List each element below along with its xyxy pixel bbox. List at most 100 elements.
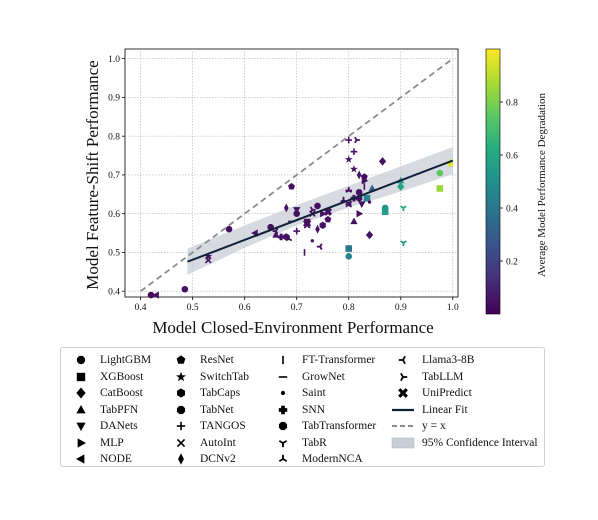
legend-label: TabLLM bbox=[422, 370, 464, 383]
data-point-lightgbm bbox=[147, 291, 155, 299]
legend-column-1: LightGBM XGBoost CatBoost TabPFN DANets MLP NO… bbox=[69, 352, 151, 468]
legend-item: CatBoost bbox=[69, 385, 151, 402]
x-tick-label: 0.6 bbox=[239, 303, 251, 313]
legend-marker-icon bbox=[280, 391, 286, 396]
data-point-lightgbm bbox=[345, 253, 353, 260]
legend: LightGBM XGBoost CatBoost TabPFN DANets MLP NO… bbox=[60, 347, 545, 467]
y-tick-label: 1.0 bbox=[108, 55, 120, 65]
data-point-tabcaps bbox=[319, 221, 326, 229]
legend-marker-icon bbox=[178, 453, 184, 465]
legend-marker-icon bbox=[176, 422, 186, 431]
legend-item: XGBoost bbox=[69, 369, 151, 386]
legend-label: TabR bbox=[302, 436, 327, 449]
data-point-switchtab bbox=[350, 165, 358, 173]
data-point-llama3-8b bbox=[272, 227, 279, 235]
data-point-resnet bbox=[324, 215, 332, 223]
legend-marker-icon bbox=[398, 356, 406, 365]
y-tick-label: 0.6 bbox=[108, 210, 120, 220]
legend-label: TabTransformer bbox=[302, 420, 377, 433]
data-point-dcnv2 bbox=[283, 203, 289, 213]
legend-marker-icon bbox=[391, 437, 415, 449]
data-point-node bbox=[152, 291, 159, 299]
data-point-snn bbox=[277, 233, 285, 241]
legend-marker-icon bbox=[76, 356, 86, 365]
legend-marker-icon bbox=[392, 408, 414, 411]
legend-marker-icon bbox=[398, 388, 408, 399]
data-point-tangos bbox=[350, 148, 358, 155]
data-point-tabr bbox=[400, 240, 407, 247]
legend-item: NODE bbox=[69, 451, 151, 468]
data-point-danets bbox=[293, 207, 301, 214]
y-tick-label: 0.9 bbox=[108, 94, 120, 104]
data-point-saint bbox=[310, 239, 314, 243]
data-point-xgboost bbox=[436, 185, 444, 192]
legend-item: 95% Confidence Interval bbox=[391, 435, 538, 452]
data-point-tabnet bbox=[293, 210, 300, 217]
legend-label: Saint bbox=[302, 387, 326, 400]
legend-label: TANGOS bbox=[200, 420, 246, 433]
legend-marker-icon bbox=[76, 372, 86, 381]
data-point-tabpfn bbox=[350, 217, 358, 225]
legend-marker-icon bbox=[278, 439, 288, 447]
legend-item: FT-Transformer bbox=[271, 352, 376, 369]
data-point-lightgbm bbox=[181, 285, 189, 293]
x-axis-label: Model Closed-Environment Performance bbox=[152, 318, 433, 337]
data-point-danets bbox=[358, 201, 366, 208]
legend-label: DCNv2 bbox=[200, 453, 236, 466]
y-tick-label: 0.8 bbox=[108, 132, 120, 142]
linear-fit-line bbox=[187, 159, 454, 263]
legend-item: SNN bbox=[271, 402, 376, 419]
colorbar-tick-label: 0.4 bbox=[506, 204, 518, 214]
data-point-tabpfn bbox=[368, 184, 376, 192]
legend-label: XGBoost bbox=[100, 370, 144, 383]
legend-item: ResNet bbox=[169, 352, 249, 369]
legend-label: TabCaps bbox=[200, 387, 241, 400]
legend-item: UniPredict bbox=[391, 385, 538, 402]
y-tick-label: 0.4 bbox=[108, 287, 120, 297]
data-point-autoint bbox=[345, 200, 353, 208]
data-point-llama3-8b bbox=[316, 243, 323, 250]
legend-label: UniPredict bbox=[422, 387, 472, 400]
data-point-lightgbm bbox=[436, 169, 444, 177]
legend-label: ModernNCA bbox=[302, 453, 363, 466]
legend-label: CatBoost bbox=[100, 387, 143, 400]
legend-label: NODE bbox=[100, 453, 132, 466]
legend-marker-icon bbox=[176, 371, 186, 381]
legend-item: GrowNet bbox=[271, 369, 376, 386]
data-point-tabllm bbox=[354, 136, 360, 144]
x-tick-label: 0.4 bbox=[135, 303, 147, 313]
colorbar-label: Average Model Performance Degradation bbox=[536, 93, 548, 277]
legend-item: DCNv2 bbox=[169, 451, 249, 468]
legend-label: DANets bbox=[100, 420, 138, 433]
colorbar bbox=[485, 48, 501, 315]
legend-item: TabR bbox=[271, 435, 376, 452]
legend-marker-icon bbox=[77, 438, 87, 448]
data-point-saint bbox=[367, 200, 372, 204]
legend-label: y = x bbox=[422, 420, 446, 433]
legend-label: Linear Fit bbox=[422, 403, 468, 416]
data-point-catboost bbox=[397, 182, 405, 191]
legend-item: Llama3-8B bbox=[391, 352, 538, 369]
legend-label: ResNet bbox=[200, 354, 234, 367]
data-point-tangos bbox=[293, 227, 301, 235]
legend-marker-icon bbox=[278, 405, 288, 414]
data-point-modernnca bbox=[285, 235, 293, 242]
legend-marker-icon bbox=[176, 355, 186, 364]
legend-marker-icon bbox=[278, 455, 288, 463]
legend-label: TabPFN bbox=[100, 403, 139, 416]
data-point-autoint bbox=[204, 256, 212, 264]
legend-item: TabCaps bbox=[169, 385, 249, 402]
legend-label: TabNet bbox=[200, 403, 234, 416]
data-point-catboost bbox=[365, 230, 374, 240]
legend-label: AutoInt bbox=[200, 436, 236, 449]
legend-item: y = x bbox=[391, 418, 538, 435]
legend-column-4: Llama3-8B TabLLM UniPredict Linear Fit y = x… bbox=[391, 352, 538, 451]
legend-label: FT-Transformer bbox=[302, 354, 376, 367]
data-point-tabpfn bbox=[272, 231, 280, 238]
data-point-modernnca bbox=[345, 187, 353, 193]
data-point-xgboost bbox=[345, 245, 353, 252]
legend-item: Linear Fit bbox=[391, 402, 538, 419]
legend-item: TabLLM bbox=[391, 369, 538, 386]
data-point-xgboost bbox=[363, 194, 371, 202]
